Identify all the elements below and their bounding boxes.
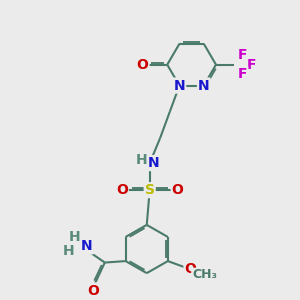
Text: N: N xyxy=(198,79,210,92)
Text: H: H xyxy=(69,230,80,244)
Text: F: F xyxy=(247,58,256,72)
Text: N: N xyxy=(174,79,185,92)
Text: CH₃: CH₃ xyxy=(192,268,217,281)
Text: N: N xyxy=(81,239,93,254)
Text: N: N xyxy=(148,156,159,170)
Text: O: O xyxy=(116,183,128,197)
Text: H: H xyxy=(63,244,74,258)
Text: O: O xyxy=(136,58,148,72)
Text: F: F xyxy=(238,67,247,81)
Text: H: H xyxy=(136,153,147,167)
Text: O: O xyxy=(172,183,184,197)
Text: S: S xyxy=(145,183,155,197)
Text: O: O xyxy=(184,262,196,276)
Text: O: O xyxy=(87,284,99,298)
Text: F: F xyxy=(238,48,247,62)
